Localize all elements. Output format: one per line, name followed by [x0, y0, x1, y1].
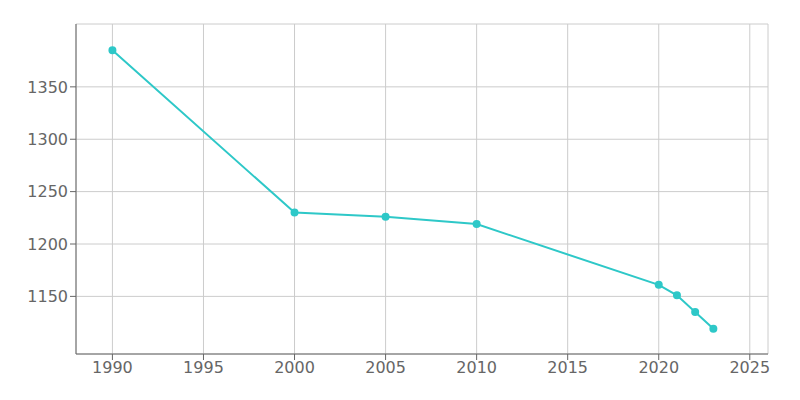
svg-text:1250: 1250 [27, 182, 68, 201]
svg-text:2025: 2025 [729, 358, 770, 377]
svg-text:1150: 1150 [27, 287, 68, 306]
svg-text:2020: 2020 [638, 358, 679, 377]
svg-text:1350: 1350 [27, 78, 68, 97]
svg-text:1200: 1200 [27, 235, 68, 254]
svg-text:2015: 2015 [547, 358, 588, 377]
svg-text:1300: 1300 [27, 130, 68, 149]
svg-text:2005: 2005 [365, 358, 406, 377]
svg-text:2010: 2010 [456, 358, 497, 377]
svg-text:1995: 1995 [183, 358, 224, 377]
svg-text:1990: 1990 [92, 358, 133, 377]
svg-text:2000: 2000 [274, 358, 315, 377]
